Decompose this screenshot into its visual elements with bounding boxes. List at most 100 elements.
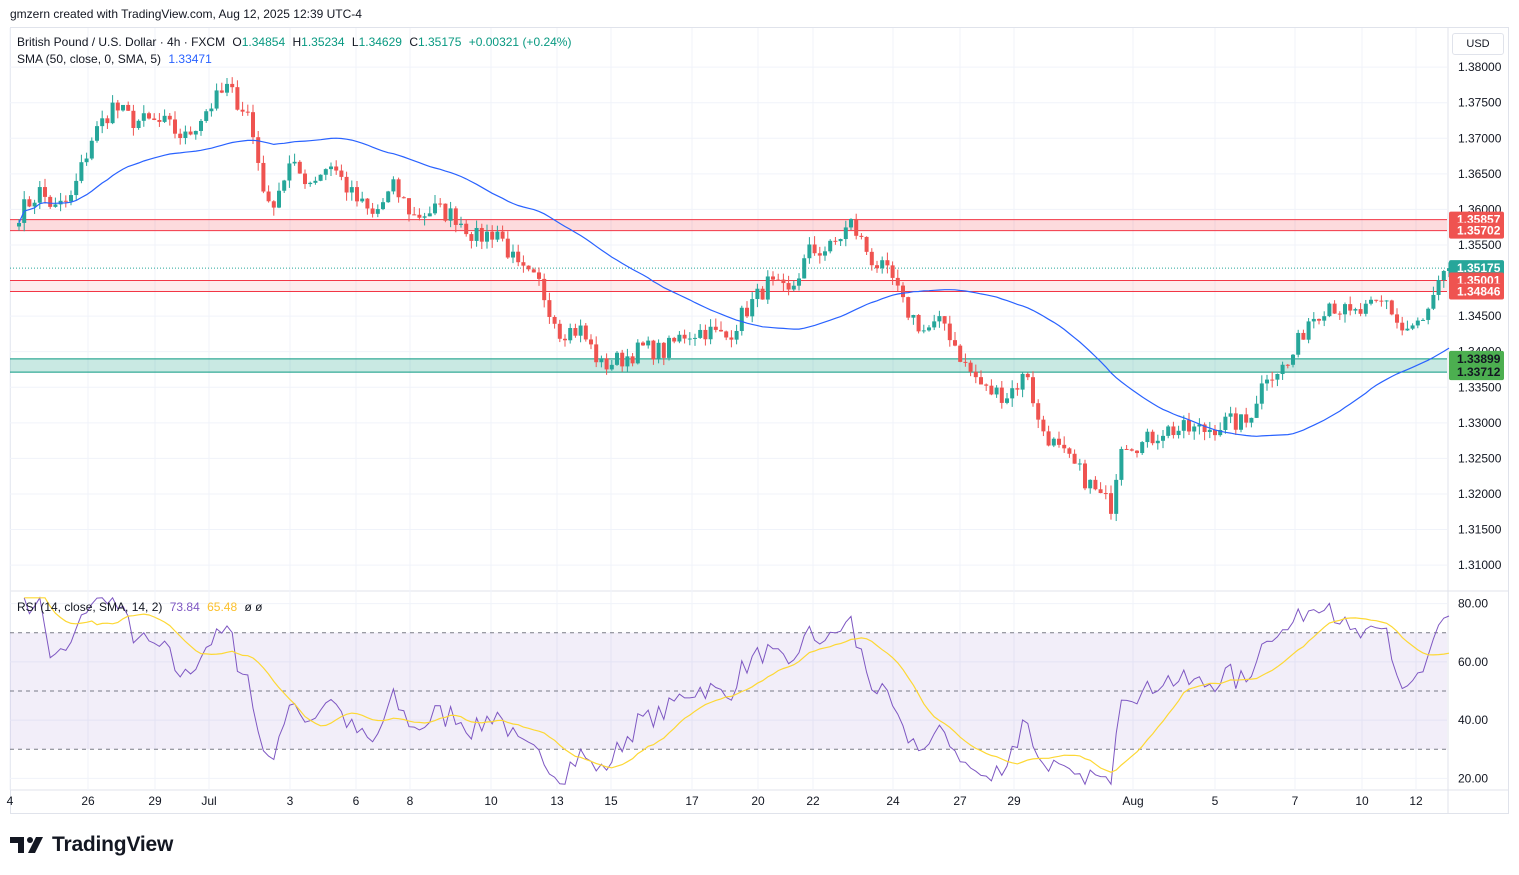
candle-body: [48, 196, 53, 207]
candle-body: [526, 265, 531, 270]
candle-body: [1369, 299, 1373, 304]
candle-body: [589, 339, 593, 345]
candle-body: [1036, 403, 1041, 420]
zone-support-bottom-label-bg: [1449, 364, 1504, 381]
candle-body: [349, 187, 354, 193]
candle-body: [953, 340, 957, 346]
candle-body: [989, 385, 994, 395]
candle-body: [776, 279, 781, 281]
time-tick-label: 4: [7, 794, 14, 808]
candle-body: [817, 253, 822, 256]
candle-body: [297, 161, 302, 174]
candle-body: [1166, 426, 1171, 436]
candle-body: [17, 222, 21, 227]
candle-body: [261, 162, 266, 192]
rsi-label[interactable]: RSI (14, close, SMA, 14, 2): [17, 600, 163, 614]
candle-body: [620, 352, 625, 367]
candle-body: [885, 260, 890, 266]
candle-body: [1441, 271, 1446, 280]
candle-body: [396, 179, 401, 198]
candle-body: [729, 337, 734, 340]
candle-body: [126, 104, 131, 111]
time-tick-label: 27: [953, 794, 967, 808]
candle-body: [1051, 438, 1056, 446]
candle-body: [1353, 309, 1358, 311]
candle-body: [661, 342, 666, 358]
candle-body: [739, 307, 744, 331]
candle-body: [531, 269, 536, 273]
candle-body: [329, 166, 333, 170]
candle-body: [1207, 429, 1212, 432]
candle-body: [188, 131, 193, 135]
candle-body: [875, 265, 879, 269]
candle-body: [219, 90, 224, 93]
candle-body: [833, 240, 838, 242]
candle-body: [381, 202, 385, 210]
candle-body: [167, 115, 172, 120]
candle-body: [43, 187, 47, 197]
rsi-value: 73.84: [169, 600, 200, 614]
time-tick-label: 10: [484, 794, 498, 808]
price-tick-label: 1.33000: [1458, 416, 1502, 430]
candle-body: [157, 119, 162, 122]
candle-body: [1228, 413, 1233, 417]
rsi-sma-line: [24, 597, 1450, 773]
candle-body: [932, 321, 937, 328]
tradingview-logo-icon: [10, 837, 43, 853]
candle-body: [791, 285, 796, 290]
candle-body: [1093, 479, 1098, 490]
symbol-name[interactable]: British Pound / U.S. Dollar · 4h · FXCM: [17, 35, 226, 49]
zone-pivot-bottom-label: 1.34846: [1457, 284, 1501, 298]
currency-button[interactable]: USD: [1452, 33, 1504, 55]
time-tick-label: 24: [886, 794, 900, 808]
candle-body: [53, 204, 58, 207]
candle-body: [391, 179, 396, 192]
candle-body: [1067, 448, 1072, 454]
candle-body: [1405, 328, 1410, 331]
candle-body: [911, 314, 916, 318]
candle-body: [214, 90, 219, 109]
price-axis[interactable]: 1.380001.375001.370001.365001.360001.355…: [1449, 60, 1504, 785]
candle-body: [1239, 414, 1243, 430]
candle-body: [1410, 325, 1415, 329]
candle-body: [1244, 414, 1249, 423]
candle-body: [365, 198, 370, 209]
candle-body: [427, 213, 432, 217]
brand-name: TradingView: [52, 833, 174, 856]
candle-body: [698, 329, 703, 338]
candle-body: [1374, 299, 1379, 301]
open-label: O: [232, 35, 242, 49]
candle-body: [1181, 420, 1186, 431]
rsi-band-fill: [10, 632, 1447, 750]
time-tick-label: 10: [1355, 794, 1369, 808]
candle-body: [537, 272, 541, 279]
candle-body: [713, 326, 718, 330]
candlestick-series: [17, 77, 1451, 522]
rsi-tick-label: 40.00: [1458, 713, 1488, 727]
candle-body: [63, 200, 68, 202]
candle-body: [641, 342, 645, 346]
candle-body: [412, 214, 417, 216]
candle-body: [1155, 440, 1160, 444]
candle-body: [240, 109, 245, 112]
candle-body: [1083, 463, 1087, 489]
candle-body: [1280, 364, 1285, 374]
candle-body: [485, 231, 489, 242]
sma-value: 1.33471: [168, 52, 212, 66]
candle-body: [1395, 314, 1399, 323]
candle-body: [79, 162, 84, 181]
candle-body: [344, 176, 349, 193]
tradingview-logo[interactable]: TradingView: [10, 833, 173, 857]
candle-body: [173, 119, 177, 134]
candle-body: [360, 198, 365, 202]
candle-body: [1176, 430, 1181, 436]
candle-body: [942, 316, 947, 324]
sma-label[interactable]: SMA (50, close, 0, SMA, 5): [17, 52, 162, 66]
candle-body: [958, 345, 963, 362]
candle-body: [334, 166, 339, 171]
price-tick-label: 1.36500: [1458, 167, 1502, 181]
time-axis[interactable]: 4 26 29 Jul 3 6 8 10 13 15 17 20 22 24 27 29 Aug 5 7 10 12: [7, 794, 1423, 808]
candle-body: [864, 236, 869, 252]
price-tick-label: 1.34500: [1458, 309, 1502, 323]
